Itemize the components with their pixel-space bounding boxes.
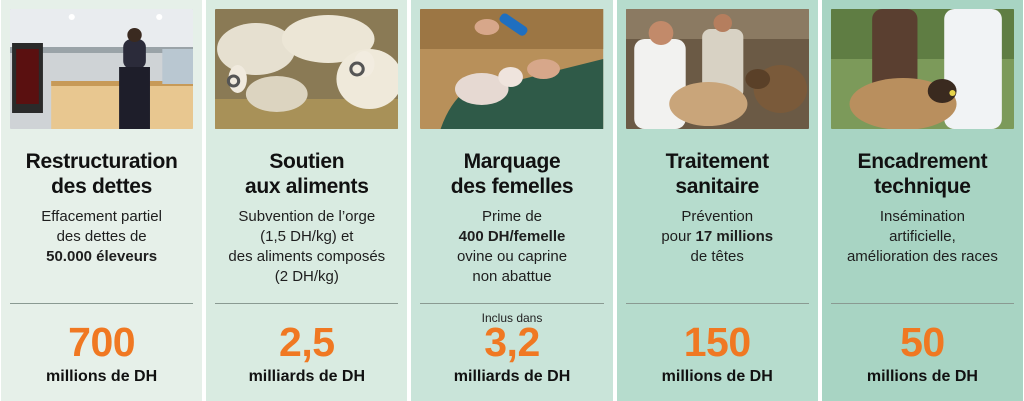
card-technical-support: Encadrement technique Insémination artif…	[821, 0, 1024, 401]
card-health-treatment: Traitement sanitaire Prévention pour 17 …	[616, 0, 818, 401]
divider	[10, 303, 194, 304]
card-description: Subvention de l’orge (1,5 DH/kg) et des …	[228, 208, 386, 285]
card-title: Traitement sanitaire	[665, 150, 770, 198]
card-description: Insémination artificielle, amélioration …	[846, 208, 998, 265]
card-title: Soutien aux aliments	[244, 150, 369, 198]
card-title: Marquage des femelles	[450, 150, 574, 198]
included-note: Inclus dans	[481, 311, 543, 325]
amount-value: 150	[683, 319, 751, 365]
amount-unit: milliards de DH	[453, 368, 571, 385]
divider	[215, 303, 399, 304]
lamb-tagging-photo	[420, 9, 604, 129]
divider	[830, 303, 1015, 304]
amount-value: 50	[900, 319, 945, 365]
card-title: Restructuration des dettes	[25, 150, 178, 198]
card-description: Prévention pour 17 millions de têtes	[661, 208, 774, 265]
sheep-flock-photo	[215, 9, 399, 129]
amount-unit: millions de DH	[866, 368, 978, 385]
card-description: Prime de 400 DH/femelle ovine ou caprine…	[456, 208, 568, 285]
amount-value: 2,5	[279, 319, 335, 365]
amount-value: 700	[68, 319, 136, 365]
card-feed-support: Soutien aux aliments Subvention de l’org…	[206, 0, 408, 401]
amount-value: 3,2	[484, 319, 540, 365]
divider	[625, 303, 809, 304]
bank-counter-photo	[10, 9, 194, 129]
technician-sheep-photo	[830, 9, 1015, 129]
amount-unit: millions de DH	[46, 368, 158, 385]
divider	[420, 303, 604, 304]
card-female-marking: Marquage des femelles Prime de 400 DH/fe…	[411, 0, 613, 401]
card-title: Encadrement technique	[857, 150, 988, 198]
amount-unit: millions de DH	[661, 368, 773, 385]
amount-unit: milliards de DH	[248, 368, 366, 385]
card-debt-restructuring: Restructuration des dettes Effacement pa…	[1, 0, 203, 401]
veterinarian-photo	[625, 9, 809, 129]
card-description: Effacement partiel des dettes de 50.000 …	[41, 208, 162, 265]
